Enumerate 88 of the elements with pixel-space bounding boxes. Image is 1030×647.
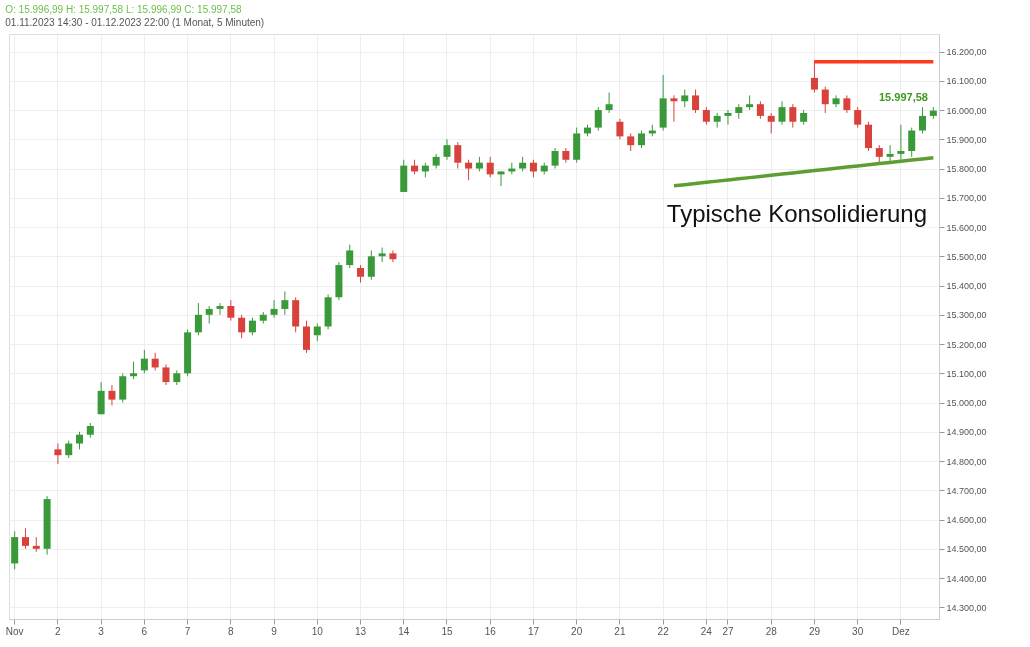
candlestick: [486, 156, 494, 178]
candlestick: [919, 106, 927, 134]
candlestick: [897, 124, 905, 161]
y-tick-label: 14.400,00: [946, 573, 987, 584]
candlestick: [346, 244, 354, 269]
candlestick: [789, 103, 797, 129]
x-tick-label: 10: [311, 625, 324, 637]
x-tick-label: 15: [441, 625, 453, 637]
candlestick: [594, 106, 602, 132]
candlestick: [108, 384, 116, 406]
x-tick-label: 8: [228, 625, 235, 637]
x-tick-label: 16: [484, 625, 497, 637]
candlestick: [886, 144, 894, 164]
candlestick: [908, 127, 916, 158]
y-tick-label: 15.300,00: [946, 310, 987, 321]
candlestick: [443, 138, 451, 161]
y-tick-label: 15.100,00: [946, 368, 987, 379]
candlestick: [767, 112, 775, 134]
annotation: Typische Konsolidierung: [666, 200, 927, 228]
x-tick-label: 20: [571, 625, 583, 637]
x-tick-label: 2: [55, 625, 62, 637]
y-tick-label: 14.500,00: [946, 544, 987, 555]
y-tick-label: 16.000,00: [946, 105, 987, 116]
x-tick-label: 3: [98, 625, 105, 637]
candlestick: [854, 106, 862, 129]
x-tick-label: 7: [184, 625, 191, 637]
y-tick-label: 14.600,00: [946, 515, 987, 526]
x-tick-label: 21: [614, 625, 626, 637]
y-tick-label: 14.300,00: [946, 602, 987, 613]
candlestick: [119, 372, 127, 404]
y-tick-label: 15.500,00: [946, 251, 987, 262]
candlestick: [378, 247, 386, 263]
y-tick-label: 14.900,00: [946, 427, 987, 438]
x-tick-label: Dez: [892, 625, 910, 637]
candlestick: [465, 159, 473, 181]
y-tick-label: 15.600,00: [946, 222, 987, 233]
x-tick-label: 30: [852, 625, 864, 637]
candlestick: [778, 100, 786, 126]
candlestick: [389, 249, 397, 263]
y-tick-label: 15.800,00: [946, 164, 987, 175]
candlestick: [54, 443, 62, 465]
candlestick: [670, 94, 678, 123]
annotation: 15.997,58: [879, 90, 928, 103]
x-tick-label: 27: [722, 625, 734, 637]
candlestick: [616, 118, 624, 140]
y-tick-label: 15.700,00: [946, 193, 987, 204]
x-tick-label: 22: [657, 625, 670, 637]
candlestick: [270, 299, 278, 319]
candlestick: [832, 94, 840, 108]
candlestick: [302, 320, 310, 354]
candlestick: [724, 109, 732, 126]
x-tick-label: 17: [527, 625, 540, 637]
y-tick-label: 14.800,00: [946, 456, 987, 467]
chart-title: O: 15.996,99 H: 15.997,58 L: 15.996,99 C: 15.997,58: [5, 4, 243, 15]
y-tick-label: 15.400,00: [946, 281, 987, 292]
candlestick: [238, 314, 246, 339]
candlestick: [454, 141, 462, 170]
candlestick: [821, 86, 829, 114]
candlestick: [97, 381, 105, 415]
y-tick-label: 16.100,00: [946, 76, 987, 87]
x-tick-label: 14: [398, 625, 410, 637]
y-tick-label: 14.700,00: [946, 485, 987, 496]
candlestick: [692, 89, 700, 114]
candlestick: [21, 527, 29, 550]
y-tick-label: 15.200,00: [946, 339, 987, 350]
candlestick: [162, 364, 170, 386]
x-tick-label: 6: [141, 625, 148, 637]
x-tick-label: 13: [354, 625, 367, 637]
candlestick: [194, 302, 202, 336]
candlestick: [216, 302, 224, 316]
candlestick: [281, 290, 289, 316]
candlestick: [605, 92, 613, 114]
x-tick-label: 9: [271, 625, 278, 637]
chart-subtitle: 01.11.2023 14:30 - 01.12.2023 22:00 (1 Monat, 5 Minuten): [5, 17, 265, 28]
y-tick-label: 15.900,00: [946, 134, 987, 145]
x-tick-label: 29: [808, 625, 821, 637]
candlestick: [367, 249, 375, 281]
candlestick: [227, 299, 235, 322]
candlestick: [864, 121, 872, 152]
line-series: [672, 155, 936, 188]
y-tick-label: 15.000,00: [946, 398, 987, 409]
candlestick: [551, 147, 559, 170]
x-tick-label: Nov: [5, 625, 24, 637]
y-tick-label: 16.200,00: [946, 47, 987, 58]
candlestick: [497, 170, 505, 187]
x-tick-label: 28: [765, 625, 778, 637]
x-tick-label: 24: [700, 625, 713, 637]
candlestick: [140, 349, 148, 374]
